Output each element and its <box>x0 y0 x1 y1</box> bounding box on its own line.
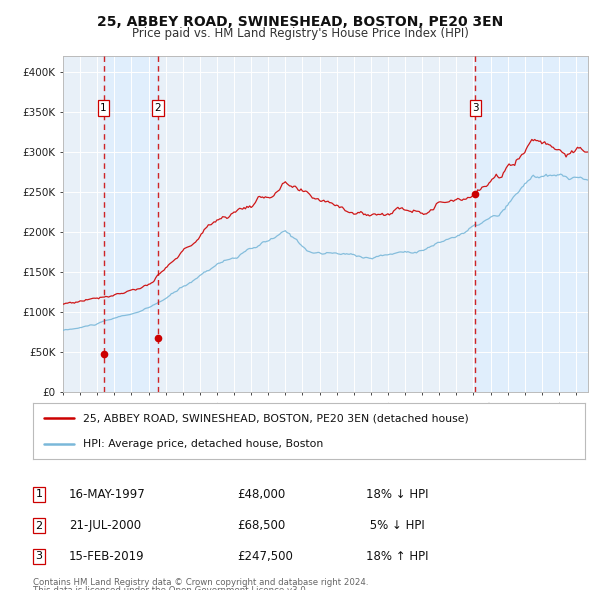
Text: 1: 1 <box>100 103 107 113</box>
Text: 3: 3 <box>35 552 43 561</box>
Bar <box>104 56 158 392</box>
Text: 15-FEB-2019: 15-FEB-2019 <box>69 550 145 563</box>
Text: HPI: Average price, detached house, Boston: HPI: Average price, detached house, Bost… <box>83 439 323 449</box>
Text: Contains HM Land Registry data © Crown copyright and database right 2024.: Contains HM Land Registry data © Crown c… <box>33 578 368 587</box>
Text: 21-JUL-2000: 21-JUL-2000 <box>69 519 141 532</box>
Text: 3: 3 <box>472 103 479 113</box>
Text: Price paid vs. HM Land Registry's House Price Index (HPI): Price paid vs. HM Land Registry's House … <box>131 27 469 40</box>
Text: 1: 1 <box>35 490 43 499</box>
Text: £48,000: £48,000 <box>237 488 285 501</box>
Text: 25, ABBEY ROAD, SWINESHEAD, BOSTON, PE20 3EN (detached house): 25, ABBEY ROAD, SWINESHEAD, BOSTON, PE20… <box>83 413 469 423</box>
Text: 18% ↓ HPI: 18% ↓ HPI <box>366 488 428 501</box>
Text: 2: 2 <box>155 103 161 113</box>
Text: 16-MAY-1997: 16-MAY-1997 <box>69 488 146 501</box>
Text: 18% ↑ HPI: 18% ↑ HPI <box>366 550 428 563</box>
Bar <box>475 56 588 392</box>
Text: 25, ABBEY ROAD, SWINESHEAD, BOSTON, PE20 3EN: 25, ABBEY ROAD, SWINESHEAD, BOSTON, PE20… <box>97 15 503 29</box>
Text: This data is licensed under the Open Government Licence v3.0.: This data is licensed under the Open Gov… <box>33 586 308 590</box>
Text: 2: 2 <box>35 521 43 530</box>
Text: 5% ↓ HPI: 5% ↓ HPI <box>366 519 425 532</box>
Text: £247,500: £247,500 <box>237 550 293 563</box>
Text: £68,500: £68,500 <box>237 519 285 532</box>
